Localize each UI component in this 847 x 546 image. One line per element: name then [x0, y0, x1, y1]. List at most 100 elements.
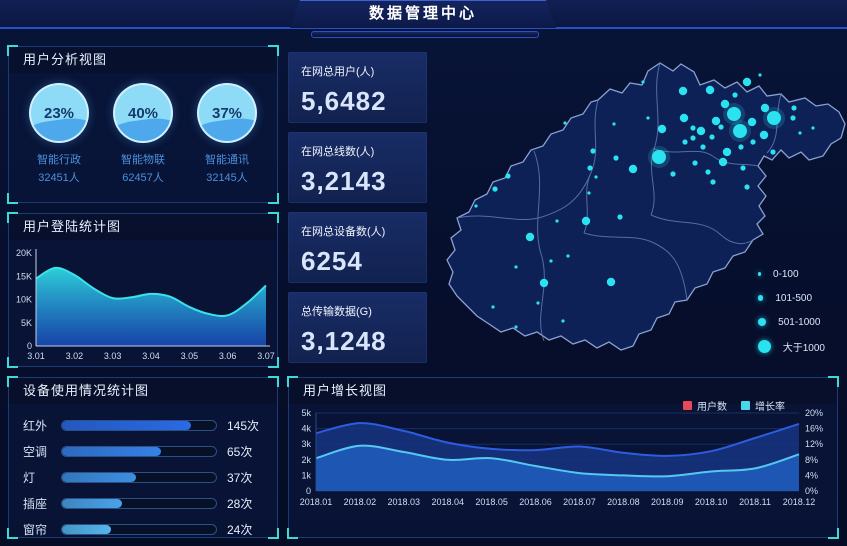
map-dot	[505, 173, 511, 179]
map-dot	[587, 165, 593, 171]
map-dot	[474, 204, 478, 208]
corner-bracket	[7, 212, 18, 223]
map-dot	[682, 139, 688, 145]
map-inner-borders	[456, 62, 782, 342]
device-value: 145次	[227, 418, 260, 433]
x-tick-label: 2018.02	[344, 497, 377, 507]
device-bar-track	[61, 523, 217, 535]
x-tick-label: 3.03	[104, 351, 122, 361]
corner-bracket	[268, 376, 279, 387]
legend-label: 大于1000	[782, 342, 825, 354]
x-tick-label: 2018.09	[651, 497, 684, 507]
stat-value: 6254	[301, 246, 363, 276]
y-tick-left: 5k	[301, 408, 311, 418]
map-dot	[641, 80, 645, 84]
map-dot	[491, 305, 495, 309]
map-dot	[539, 278, 549, 288]
corner-bracket	[828, 528, 839, 539]
map-dot	[791, 105, 797, 111]
x-tick-label: 3.04	[142, 351, 160, 361]
map-dot	[652, 150, 666, 164]
map-dot	[696, 126, 706, 136]
page-title: 数据管理中心	[368, 5, 477, 22]
liquid-gauge-circle: 37%	[197, 83, 257, 143]
map-dot	[613, 155, 619, 161]
device-bar-track	[61, 471, 217, 483]
rate-area-fill	[316, 445, 799, 491]
stat-card: 总传输数据(G) 3,1248	[288, 292, 427, 363]
stat-card-column: 在网总用户(人) 5,6482 在网总线数(人) 3,2143 在网总设备数(人…	[288, 52, 427, 363]
corner-bracket	[7, 45, 18, 56]
panel-title: 用户分析视图	[9, 47, 277, 73]
map-dot	[678, 86, 688, 96]
panel-device-usage: 设备使用情况统计图 红外 145次 空调 65次 灯 37次 插座 28次	[7, 376, 279, 539]
x-tick-label: 2018.08	[607, 497, 640, 507]
device-value: 37次	[227, 470, 253, 485]
stat-card: 在网总用户(人) 5,6482	[288, 52, 427, 123]
y-tick-left: 4k	[301, 424, 311, 434]
growth-legend: 用户数 增长率	[683, 398, 785, 413]
panel-user-growth: 用户增长视图 用户数 增长率 0 1k 2k 3k 4k 5k 0% 4% 8% 12% 16% 20…	[287, 376, 839, 539]
device-value: 28次	[227, 496, 253, 511]
y-tick-right: 16%	[805, 424, 823, 434]
gauge-count: 32451人	[38, 172, 80, 184]
y-tick-label: 10K	[16, 295, 32, 305]
legend-dot-icon	[757, 272, 761, 276]
map-dot	[549, 259, 553, 263]
map-dot	[561, 319, 565, 323]
x-tick-label: 2018.11	[739, 497, 771, 507]
map-dot	[742, 77, 752, 87]
gauge: 40% 智能物联 62457人	[104, 83, 182, 185]
map-dot	[606, 277, 616, 287]
legend-dot-icon	[757, 317, 767, 327]
map-dot	[709, 134, 715, 140]
device-label: 窗帘	[23, 522, 48, 537]
x-tick-label: 2018.07	[563, 497, 596, 507]
corner-bracket	[7, 357, 18, 368]
y-tick-right: 12%	[805, 439, 823, 449]
map-legend-item: 大于1000	[757, 339, 825, 354]
x-tick-label: 2018.01	[300, 497, 333, 507]
device-row: 红外 145次	[23, 412, 267, 438]
x-tick-label: 3.06	[219, 351, 237, 361]
map-dot	[722, 147, 732, 157]
device-value: 65次	[227, 444, 253, 459]
stat-value: 3,2143	[301, 166, 387, 196]
map-dot	[720, 99, 730, 109]
map-dot	[705, 85, 715, 95]
panel-user-analysis: 用户分析视图 23% 智能行政 32451人 40% 智能物联 62457人	[7, 45, 279, 204]
map-svg	[446, 62, 846, 351]
x-tick-label: 3.05	[181, 351, 199, 361]
legend-label: 501-1000	[778, 316, 821, 328]
map-dot	[590, 148, 596, 154]
login-area-line	[35, 266, 267, 318]
corner-bracket	[268, 212, 279, 223]
map-dot	[514, 325, 518, 329]
stat-label: 在网总设备数(人)	[301, 226, 386, 238]
growth-legend-item[interactable]: 用户数	[683, 398, 727, 413]
growth-legend-item[interactable]: 增长率	[741, 398, 785, 413]
panel-title: 设备使用情况统计图	[9, 378, 277, 404]
login-area-chart: 0 5K 10K 15K 20K 3.01 3.02 3.03 3.04 3.05 3.06 3.07	[16, 248, 275, 361]
stat-label: 在网总用户(人)	[301, 66, 375, 78]
growth-area-chart: 0 1k 2k 3k 4k 5k 0% 4% 8% 12% 16% 20% 2018.01 2018.02…	[300, 408, 823, 507]
legend-label: 0-100	[772, 268, 799, 280]
stat-value: 5,6482	[301, 86, 387, 116]
x-tick-label: 2018.10	[695, 497, 728, 507]
map-legend: 0-100 101-500 501-1000 大于1000	[757, 267, 825, 354]
map-dot	[679, 113, 689, 123]
device-bar-fill	[62, 420, 192, 430]
x-tick-label: 3.07	[257, 351, 275, 361]
device-bar-track	[61, 419, 217, 431]
corner-bracket	[287, 528, 298, 539]
map-legend-item: 501-1000	[757, 315, 825, 329]
y-tick-left: 0	[306, 486, 311, 496]
map-dot	[744, 184, 750, 190]
y-tick-right: 8%	[805, 455, 818, 465]
legend-label: 增长率	[755, 402, 785, 413]
map-dot	[536, 301, 540, 305]
legend-label: 101-500	[775, 292, 813, 304]
y-tick-left: 2k	[301, 455, 311, 465]
map-dot	[566, 254, 570, 258]
y-tick-label: 0	[27, 341, 32, 351]
